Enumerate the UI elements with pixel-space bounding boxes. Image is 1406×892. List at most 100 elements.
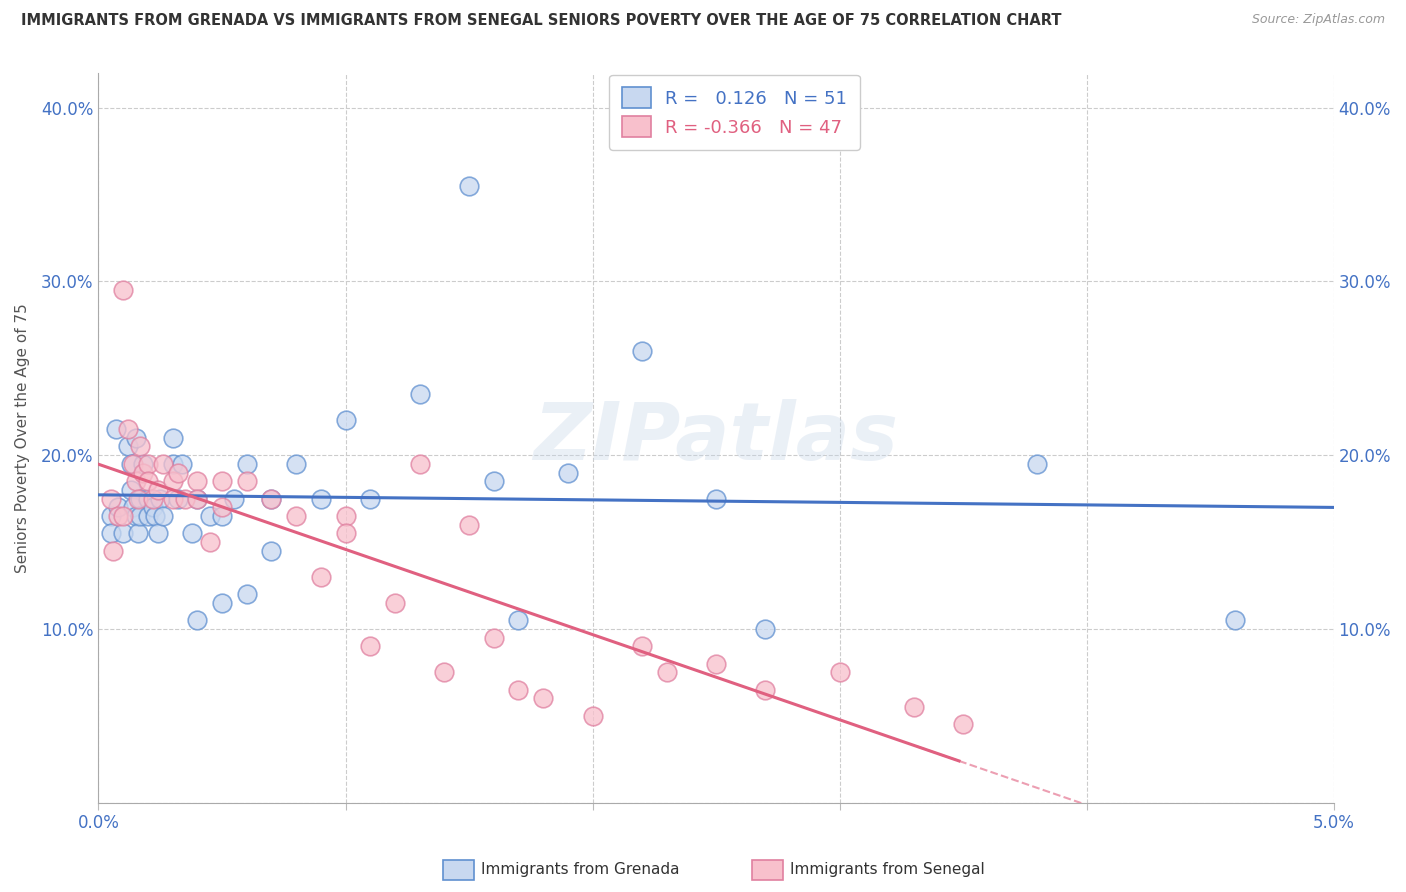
Point <box>384 596 406 610</box>
Point <box>112 526 135 541</box>
Point <box>132 457 155 471</box>
Point <box>100 508 122 523</box>
Point <box>359 639 381 653</box>
Point <box>112 508 135 523</box>
Point <box>120 483 142 497</box>
Point <box>174 491 197 506</box>
Point <box>458 517 481 532</box>
Point <box>581 708 603 723</box>
Point <box>224 491 246 506</box>
Point <box>142 500 165 515</box>
Point <box>335 526 357 541</box>
Point <box>211 474 233 488</box>
Point <box>162 457 184 471</box>
Point <box>508 682 530 697</box>
Point <box>309 570 332 584</box>
Point <box>104 422 127 436</box>
Text: Immigrants from Senegal: Immigrants from Senegal <box>790 863 986 877</box>
Point <box>166 466 188 480</box>
Point <box>136 491 159 506</box>
Point <box>162 431 184 445</box>
Point <box>408 457 430 471</box>
Point <box>235 474 257 488</box>
Point <box>952 717 974 731</box>
Point <box>198 508 221 523</box>
Point <box>1026 457 1049 471</box>
Point <box>754 682 776 697</box>
Point <box>211 596 233 610</box>
Text: Source: ZipAtlas.com: Source: ZipAtlas.com <box>1251 13 1385 27</box>
Point <box>117 440 139 454</box>
Point <box>482 631 505 645</box>
Point <box>335 508 357 523</box>
Point <box>828 665 851 680</box>
Point <box>285 457 308 471</box>
Point <box>100 491 122 506</box>
Point <box>335 413 357 427</box>
Point <box>704 491 727 506</box>
Point <box>211 500 233 515</box>
Point <box>162 491 184 506</box>
Point <box>146 526 169 541</box>
Point <box>235 457 257 471</box>
Point <box>117 422 139 436</box>
Point <box>903 700 925 714</box>
Point <box>124 508 146 523</box>
Point <box>260 491 283 506</box>
Point <box>149 491 172 506</box>
Point <box>631 639 654 653</box>
Point <box>285 508 308 523</box>
Point <box>100 526 122 541</box>
Point <box>482 474 505 488</box>
Point <box>129 440 152 454</box>
Point <box>408 387 430 401</box>
Point <box>754 622 776 636</box>
Point <box>186 491 208 506</box>
Point <box>186 491 208 506</box>
Point <box>112 283 135 297</box>
Point <box>124 431 146 445</box>
Point <box>181 526 204 541</box>
Point <box>1223 613 1246 627</box>
Point <box>103 543 125 558</box>
Point <box>129 491 152 506</box>
Point <box>143 508 166 523</box>
Text: Immigrants from Grenada: Immigrants from Grenada <box>481 863 679 877</box>
Point <box>166 491 188 506</box>
Point <box>186 613 208 627</box>
Point <box>124 474 146 488</box>
Point <box>260 491 283 506</box>
Point <box>531 691 554 706</box>
Point <box>136 508 159 523</box>
Point <box>127 526 149 541</box>
Point <box>631 343 654 358</box>
Point <box>260 543 283 558</box>
Legend: R =   0.126   N = 51, R = -0.366   N = 47: R = 0.126 N = 51, R = -0.366 N = 47 <box>609 75 860 150</box>
Point <box>152 508 174 523</box>
Point <box>704 657 727 671</box>
Point <box>309 491 332 506</box>
Point <box>120 457 142 471</box>
Point <box>127 491 149 506</box>
Point <box>136 474 159 488</box>
Point <box>107 508 129 523</box>
Point <box>132 466 155 480</box>
Point <box>235 587 257 601</box>
Point <box>655 665 678 680</box>
Point <box>359 491 381 506</box>
Point <box>129 508 152 523</box>
Point <box>162 474 184 488</box>
Point <box>186 474 208 488</box>
Point <box>122 457 145 471</box>
Point <box>172 457 194 471</box>
Point <box>107 500 129 515</box>
Point <box>142 491 165 506</box>
Point <box>211 508 233 523</box>
Point <box>122 500 145 515</box>
Point <box>557 466 579 480</box>
Point <box>458 178 481 193</box>
Point <box>152 457 174 471</box>
Point <box>198 535 221 549</box>
Point <box>146 483 169 497</box>
Point <box>433 665 456 680</box>
